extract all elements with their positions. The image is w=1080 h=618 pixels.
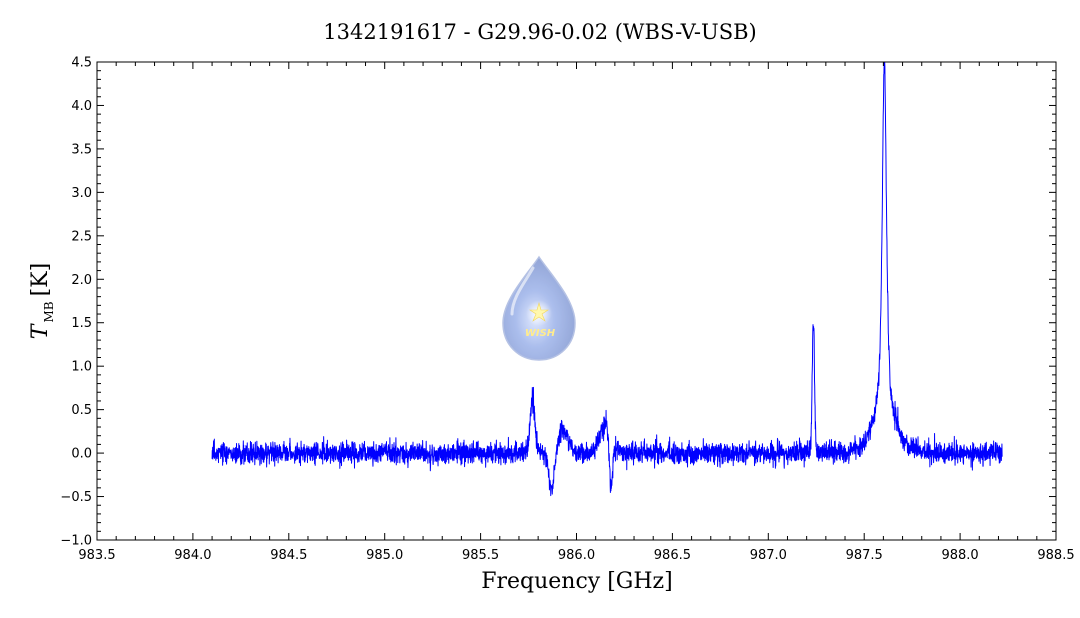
chart-title: 1342191617 - G29.96-0.02 (WBS-V-USB) xyxy=(323,20,756,44)
y-tick-label: 3.0 xyxy=(71,186,92,201)
x-tick-label: 985.0 xyxy=(366,548,403,563)
y-tick-label: 4.0 xyxy=(71,99,92,114)
y-tick-label: 0.5 xyxy=(71,403,92,418)
x-tick-label: 985.5 xyxy=(462,548,499,563)
y-tick-label: 1.0 xyxy=(71,360,92,375)
x-tick-label: 988.0 xyxy=(941,548,978,563)
y-axis-symbol: T xyxy=(28,322,53,339)
x-tick-label: 986.0 xyxy=(558,548,595,563)
spectrum-line xyxy=(211,62,1003,497)
y-tick-label: 2.0 xyxy=(71,273,92,288)
x-tick-label: 987.0 xyxy=(750,548,787,563)
y-tick-label: 3.5 xyxy=(71,142,92,157)
spectrum-series xyxy=(211,62,1003,497)
y-axis-unit: [K] xyxy=(28,263,53,297)
x-axis: 983.5 984.0 984.5 985.0 985.5 986.0 986.5 987.0… xyxy=(78,62,1075,563)
x-tick-label: 983.5 xyxy=(78,548,115,563)
y-tick-label: −0.5 xyxy=(60,490,92,505)
y-axis: −1.0 −0.5 0.0 0.5 1.0 1.5 2.0 2.5 3.0 3.5 4.0 4.5 xyxy=(60,56,1056,549)
x-tick-label: 984.5 xyxy=(270,548,307,563)
y-axis-label: TMB [K] xyxy=(28,263,56,339)
x-tick-label: 984.0 xyxy=(174,548,211,563)
wish-logo: WISH xyxy=(502,255,576,361)
x-tick-label: 988.5 xyxy=(1037,548,1074,563)
y-tick-label: 4.5 xyxy=(71,56,92,71)
x-axis-label: Frequency [GHz] xyxy=(481,569,673,594)
y-tick-label: 1.5 xyxy=(71,316,92,331)
wish-logo-text: WISH xyxy=(525,328,556,339)
y-tick-label: 2.5 xyxy=(71,229,92,244)
plot-frame xyxy=(96,61,1057,541)
y-axis-subscript: MB xyxy=(42,301,56,322)
x-tick-label: 986.5 xyxy=(654,548,691,563)
y-tick-label: −1.0 xyxy=(60,534,92,549)
y-tick-label: 0.0 xyxy=(71,447,92,462)
x-tick-label: 987.5 xyxy=(846,548,883,563)
